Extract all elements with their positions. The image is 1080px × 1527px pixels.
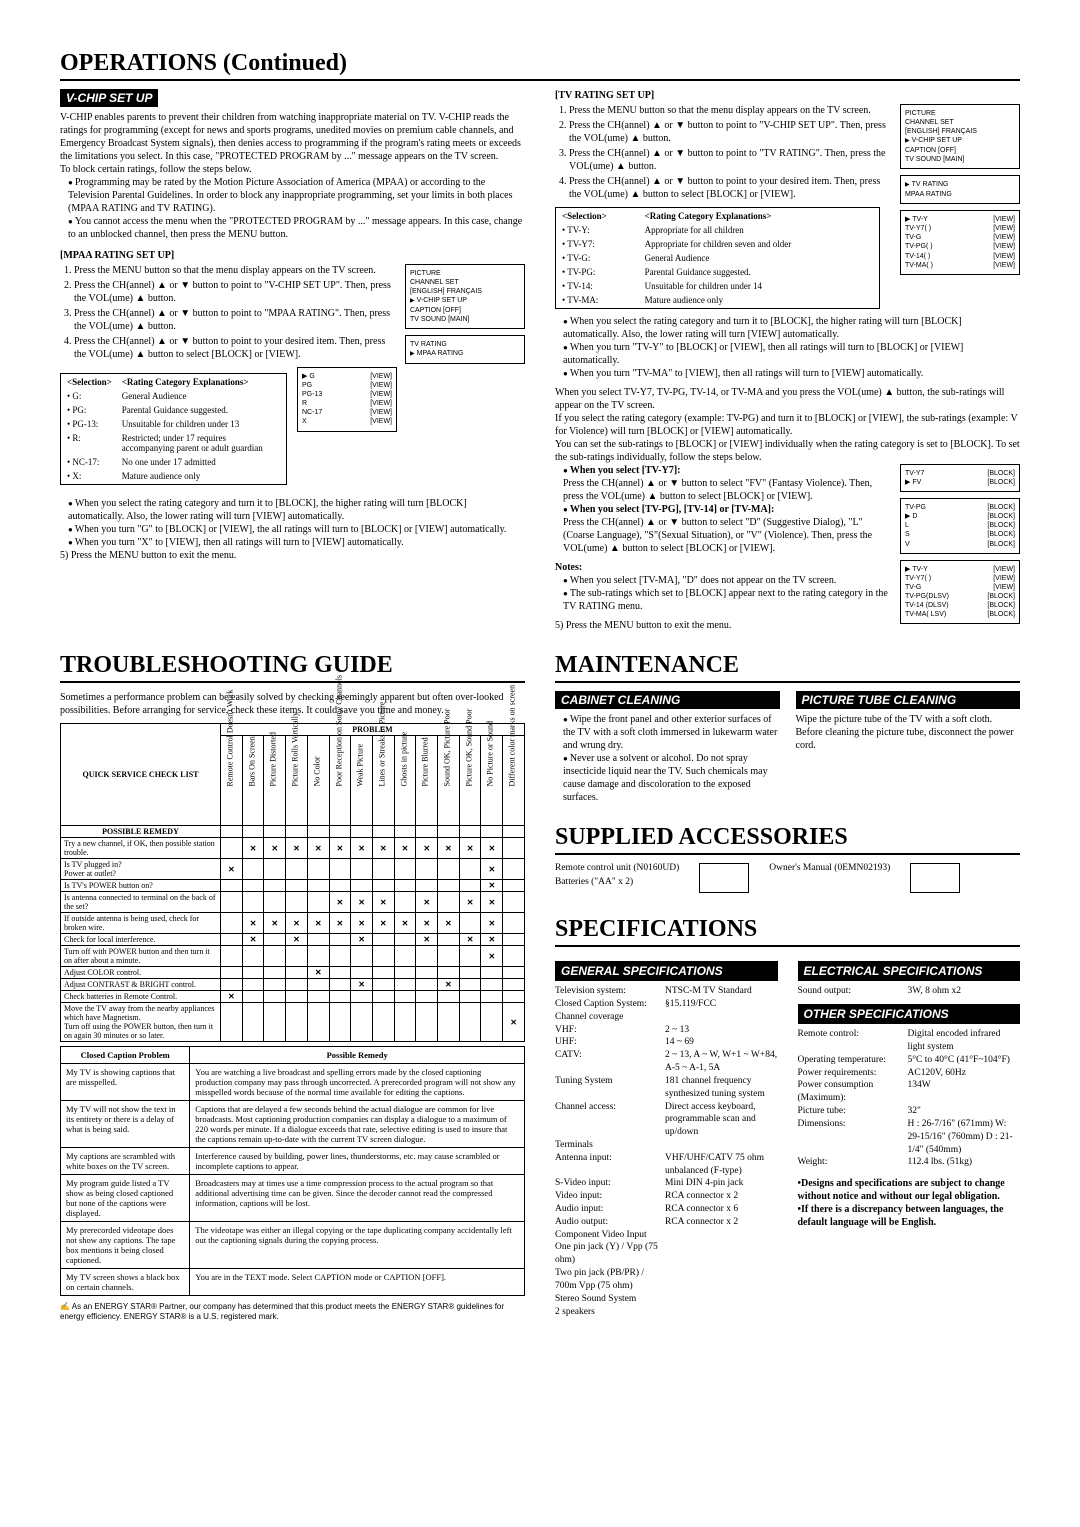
spec-notes: •Designs and specifications are subject … [798,1177,1021,1229]
vchip-bullets: Programming may be rated by the Motion P… [60,176,525,241]
cabinet-header: CABINET CLEANING [555,691,780,709]
osd-r4: TV-Y7[BLOCK]▶ FV[BLOCK] [900,464,1020,492]
mpaa-header: [MPAA RATING SET UP] [60,249,525,262]
osd-menu-1: PICTURECHANNEL SET[ENGLISH] FRANÇAISV-CH… [405,264,525,329]
tv-notes1: When you select the rating category and … [555,315,1020,380]
tube-header: PICTURE TUBE CLEANING [796,691,1021,709]
mpaa-notes: When you select the rating category and … [60,497,525,549]
osd-r2: TV RATINGMPAA RATING [900,175,1020,204]
vchip-left-col: V-CHIP SET UP V-CHIP enables parents to … [60,89,525,632]
vchip-intro: V-CHIP enables parents to prevent their … [60,111,525,163]
osd-menu-3: ▶ G[VIEW] PG[VIEW] PG-13[VIEW] R[VIEW] N… [297,367,397,432]
vchip-right-col: [TV RATING SET UP] PICTURECHANNEL SET[EN… [555,89,1020,632]
osd-menu-2: TV RATINGMPAA RATING [405,335,525,364]
maintenance-title: MAINTENANCE [555,652,1020,683]
electrical-spec-hdr: ELECTRICAL SPECIFICATIONS [798,961,1021,981]
osd-r3: ▶ TV-Y[VIEW] TV-Y7( )[VIEW] TV-G[VIEW] T… [900,210,1020,275]
electrical-specs: Sound output:3W, 8 ohm x2 [798,985,1021,998]
supplied-title: SUPPLIED ACCESSORIES [555,824,1020,855]
trouble-table: QUICK SERVICE CHECK LIST PROBLEM Remote … [60,723,525,1042]
tv-rating-table: <Selection><Rating Category Explanations… [555,207,880,309]
vchip-block-intro: To block certain ratings, follow the ste… [60,163,525,176]
energystar-note: ✍ As an ENERGY STAR® Partner, our compan… [60,1302,525,1323]
tv-sub-para3: You can set the sub-ratings to [BLOCK] o… [555,438,1020,464]
vchip-header: V-CHIP SET UP [60,89,158,107]
cabinet-bullets: Wipe the front panel and other exterior … [555,713,780,804]
osd-r5: TV-PG[BLOCK]▶ D[BLOCK] L[BLOCK] S[BLOCK]… [900,498,1020,553]
mpaa-step5: 5) Press the MENU button to exit the men… [60,549,525,562]
other-specs: Remote control:Digital encoded infrared … [798,1028,1021,1169]
general-spec-hdr: GENERAL SPECIFICATIONS [555,961,778,981]
accessories-row: Remote control unit (N0160UD) Batteries … [555,863,1020,896]
tv-sub-para: When you select TV-Y7, TV-PG, TV-14, or … [555,386,1020,412]
troubleshooting-title: TROUBLESHOOTING GUIDE [60,652,525,683]
other-spec-hdr: OTHER SPECIFICATIONS [798,1004,1021,1024]
osd-r6: ▶ TV-Y[VIEW] TV-Y7( )[VIEW] TV-G[VIEW] T… [900,560,1020,625]
cc-table: Closed Caption ProblemPossible Remedy My… [60,1046,525,1296]
operations-title: OPERATIONS (Continued) [60,50,1020,81]
manual-image [910,863,960,893]
mpaa-rating-table: <Selection><Rating Category Explanations… [60,373,287,485]
specifications-title: SPECIFICATIONS [555,916,1020,947]
tv-sub-para2: If you select the rating category (examp… [555,412,1020,438]
remote-image [699,863,749,893]
osd-r1: PICTURECHANNEL SET[ENGLISH] FRANÇAISV-CH… [900,104,1020,169]
tv-header: [TV RATING SET UP] [555,89,1020,102]
tube-text: Wipe the picture tube of the TV with a s… [796,713,1021,752]
general-specs: Television system:NTSC-M TV StandardClos… [555,985,778,1318]
